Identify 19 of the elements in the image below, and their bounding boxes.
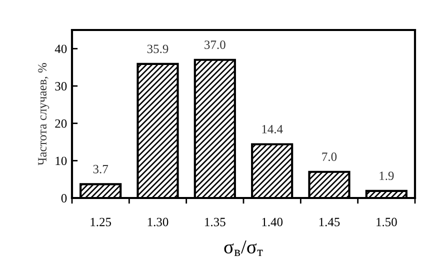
y-axis-title: Частота случаев, % [38,62,50,166]
x-tick-label: 1.35 [205,218,226,226]
data-label: 1.9 [380,172,394,180]
y-tick-label: 30 [55,82,67,90]
data-label: 3.7 [93,164,108,174]
x-tick-label: 1.25 [90,218,112,226]
data-label: 14.4 [262,124,283,134]
y-tick-label: 20 [55,119,67,128]
data-label: 7.0 [322,152,337,162]
x-axis-title: σ$_{в}$/σ$_{т}$ [224,240,263,256]
data-label: 37.0 [204,40,226,50]
data-label: 35.9 [147,44,168,54]
x-tick-label: 1.45 [319,218,340,226]
y-tick-label: 0 [61,194,67,202]
x-tick-label: 1.40 [262,218,283,226]
x-tick-label: 1.30 [148,218,168,226]
y-tick-label: 40 [54,44,67,54]
y-tick-label: 10 [56,156,67,166]
x-tick-label: 1.50 [376,218,397,226]
